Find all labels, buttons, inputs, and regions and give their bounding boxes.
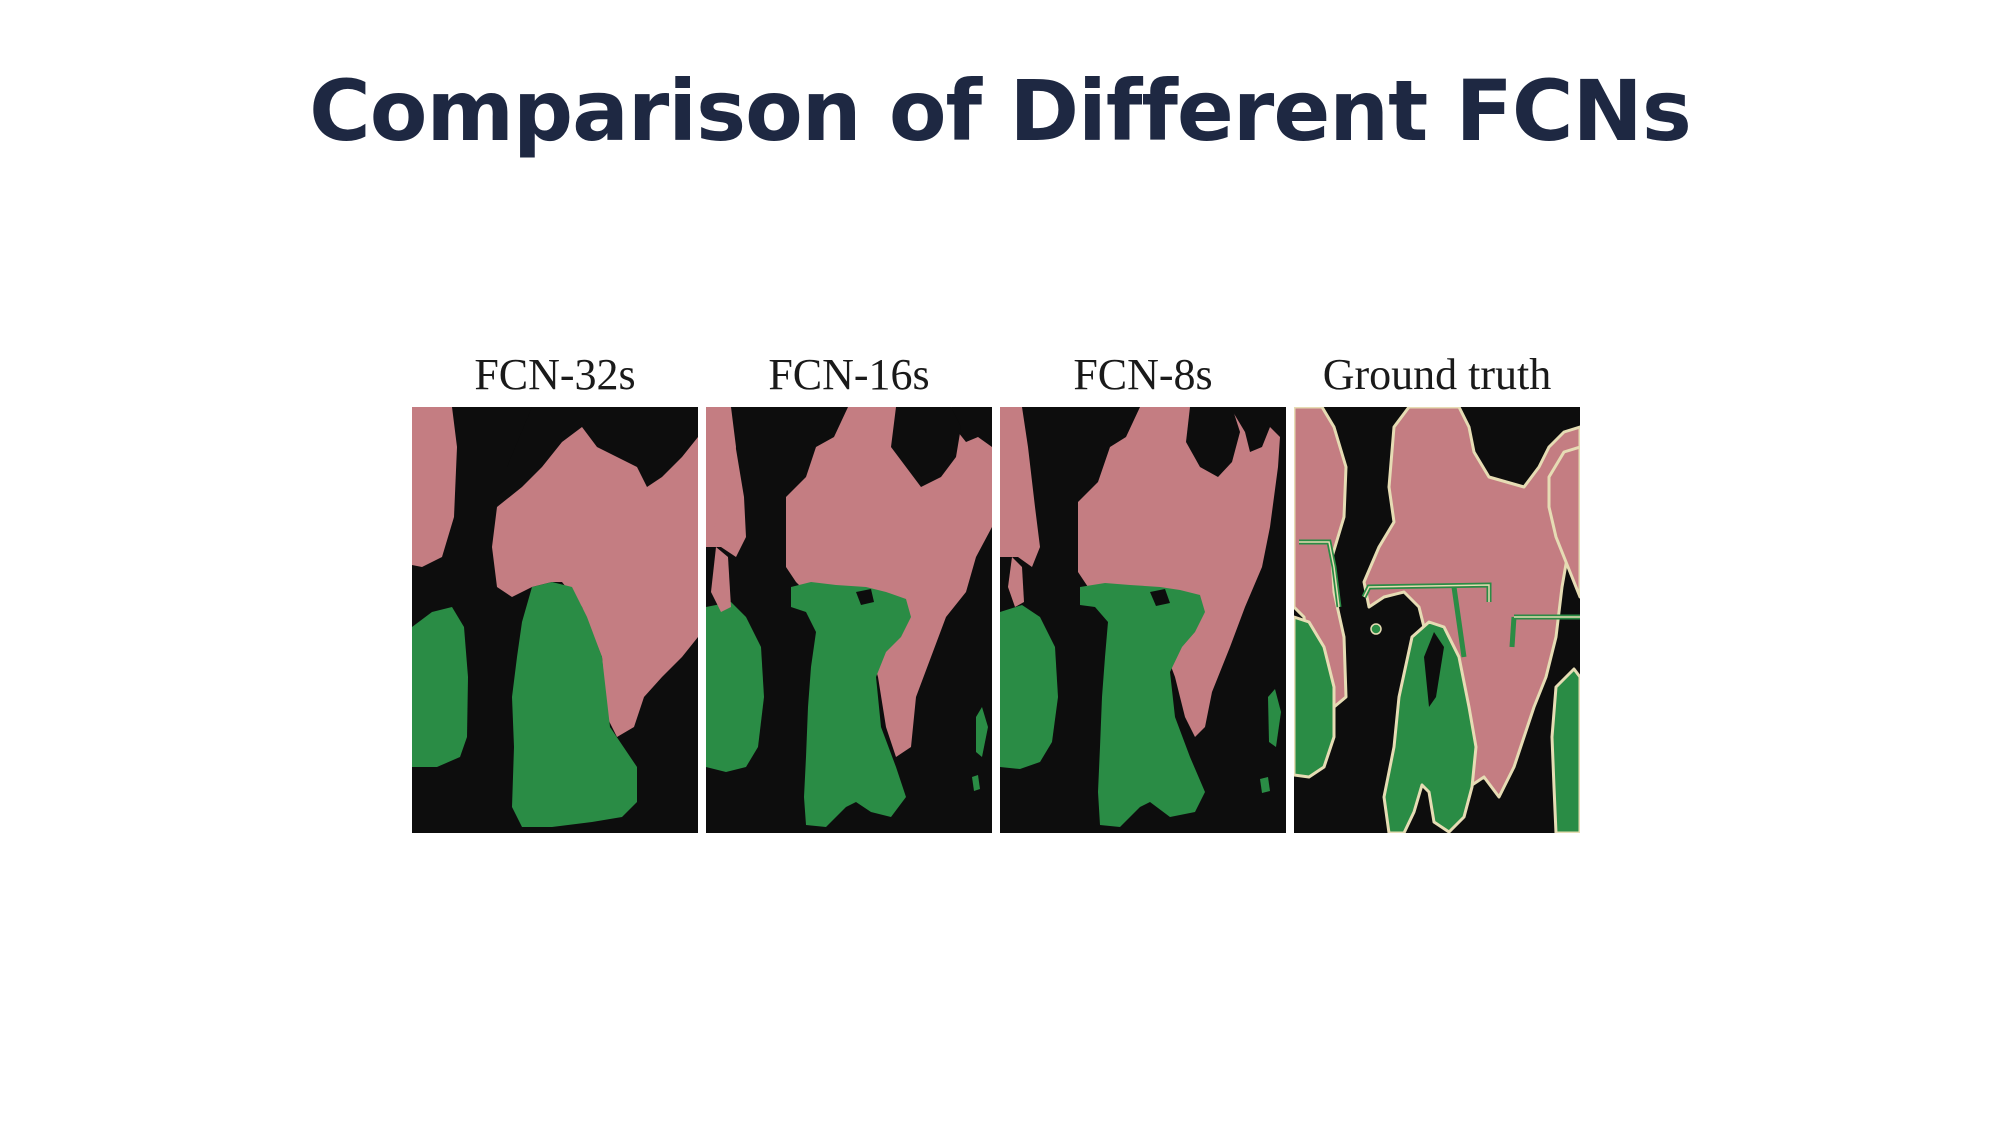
panel-fcn-16s xyxy=(706,407,992,833)
panel-fcn-32s xyxy=(412,407,698,833)
panel-ground-truth xyxy=(1294,407,1580,833)
segmentation-image-fcn-16s xyxy=(706,407,992,833)
panel-label-fcn-32s: FCN-32s xyxy=(474,350,636,399)
segmentation-image-ground-truth xyxy=(1294,407,1580,833)
panel-label-ground-truth: Ground truth xyxy=(1322,350,1552,399)
panel-fcn-8s xyxy=(1000,407,1286,833)
panel-label-fcn-16s: FCN-16s xyxy=(768,350,930,399)
segmentation-image-fcn-32s xyxy=(412,407,698,833)
slide-title: Comparison of Different FCNs xyxy=(309,62,1692,160)
panel-label-fcn-8s: FCN-8s xyxy=(1073,350,1213,399)
segmentation-comparison-figure: FCN-32s FCN-16s xyxy=(412,345,1582,835)
segmentation-image-fcn-8s xyxy=(1000,407,1286,833)
